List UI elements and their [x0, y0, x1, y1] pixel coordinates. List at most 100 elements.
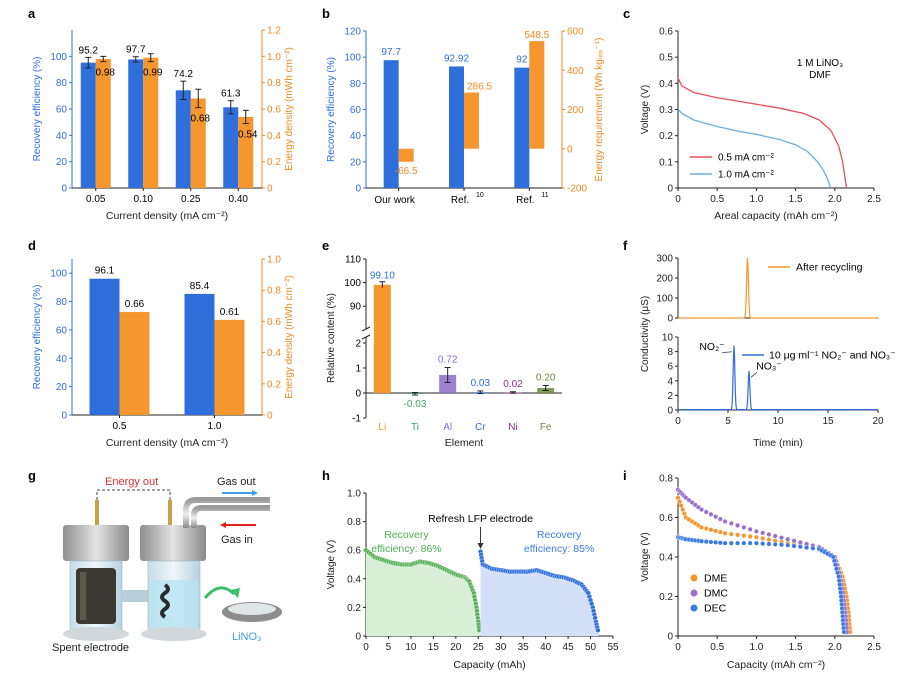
- d-right-tick-label: 0.6: [267, 317, 281, 328]
- a-value-label: 74.2: [174, 69, 194, 80]
- a-value-label: 0.68: [191, 114, 211, 125]
- panel-label-a: a: [28, 6, 36, 21]
- i-point-0: [717, 529, 723, 535]
- b-bar-energy: [464, 92, 479, 149]
- panel-label-d: d: [28, 238, 36, 253]
- i-point-2: [747, 540, 753, 546]
- h-bottom-tick-label: 0: [363, 642, 369, 653]
- i-point-0: [760, 535, 766, 541]
- a-errorbar: [85, 56, 92, 69]
- f-bottom-legend: 10 μg ml⁻¹ NO₂⁻ and NO₃⁻: [769, 350, 896, 362]
- d-right-tick-label: 0.8: [267, 286, 281, 297]
- f-top-trace: [678, 257, 878, 319]
- b-bar-recovery: [383, 60, 399, 188]
- i-point-2: [810, 545, 816, 551]
- b-y2label: Energy requirement (Wh kgₗₑₚ⁻¹): [594, 38, 605, 182]
- e-value-label: 0.02: [503, 379, 523, 390]
- f-bottom-tick-label: 5: [725, 416, 731, 427]
- c-legend-label: 0.5 mA cm⁻²: [718, 153, 775, 164]
- d-y2label: Energy density (mWh cm⁻²): [284, 275, 295, 399]
- e-value-label: -0.03: [404, 399, 427, 410]
- i-point-2: [772, 541, 778, 547]
- f-bottom-tick-label: 20: [872, 416, 884, 427]
- i-point-0: [735, 532, 741, 538]
- i-bottom-tick-label: 2.5: [867, 642, 881, 653]
- i-point-2: [785, 542, 791, 548]
- energy-out-label: Energy out: [105, 476, 158, 488]
- spent-electrode-label: Spent electrode: [52, 642, 129, 654]
- d-value-label: 96.1: [95, 266, 115, 277]
- c-left-tick-label: 0: [667, 184, 673, 195]
- f-top-legend: After recycling: [796, 262, 863, 274]
- i-point-1: [699, 507, 705, 513]
- e-errorbar: [444, 367, 451, 383]
- a-x-tick-label: 0.05: [86, 194, 106, 205]
- left-electrode-stripe: [80, 572, 86, 620]
- a-xlabel: Current density (mA cm⁻²): [106, 210, 228, 222]
- e-tick-label: 0: [355, 389, 361, 400]
- i-ylabel: Voltage (V): [640, 532, 651, 581]
- a-left-tick-label: 0: [61, 184, 67, 195]
- i-bottom-tick-label: 0: [675, 642, 681, 653]
- c-bottom-tick-label: 0.5: [710, 194, 724, 205]
- e-bar: [439, 375, 457, 393]
- e-bar: [373, 318, 391, 393]
- a-x-tick-label: 0.40: [229, 194, 249, 205]
- i-point-2: [766, 541, 772, 547]
- e-tick-label: 2: [355, 339, 361, 350]
- h-bottom-tick-label: 55: [607, 642, 619, 653]
- gas-out-label: Gas out: [217, 476, 256, 488]
- energy-out-bracket: [96, 489, 171, 500]
- h-bottom-tick-label: 15: [428, 642, 440, 653]
- h-bottom-tick-label: 20: [450, 642, 462, 653]
- i-point-1: [713, 514, 719, 520]
- h-left-tick-label: 0.6: [347, 546, 361, 557]
- d-left-tick-label: 100: [50, 269, 67, 280]
- i-point-2: [791, 543, 797, 549]
- i-point-2: [713, 539, 719, 545]
- lino3-powder: [228, 603, 276, 615]
- panel-label-i: i: [623, 468, 627, 483]
- a-bar-energy: [190, 98, 206, 188]
- panel-g-illustration: Energy out Gas out Gas in LiNO₃: [52, 476, 282, 654]
- i-point-1: [722, 518, 728, 524]
- f-top-left-tick-label: 0: [667, 314, 673, 325]
- e-tick-label: -1: [352, 414, 361, 425]
- e-errorbar: [477, 390, 484, 394]
- b-x-tick-label: Ref.: [516, 195, 534, 206]
- i-point-1: [785, 536, 791, 542]
- f-bot-left-tick-label: 4: [667, 376, 673, 387]
- f-bot-left-tick-label: 0: [667, 406, 673, 417]
- d-left-tick-label: 20: [56, 382, 68, 393]
- b-left-tick-label: 0: [355, 184, 361, 195]
- c-xlabel: Areal capacity (mAh cm⁻²): [714, 210, 837, 222]
- i-left-tick-label: 0.4: [659, 553, 673, 564]
- i-point-2: [804, 545, 810, 551]
- a-ylabel: Recovery efficiency (%): [32, 57, 43, 162]
- product-arrow: [203, 586, 236, 599]
- h-series-label: Recovery: [384, 529, 429, 541]
- a-y2label: Energy density (mWh cm⁻²): [284, 47, 295, 171]
- i-left-tick-label: 0.2: [659, 592, 673, 603]
- b-left-tick-label: 100: [344, 53, 361, 64]
- b-left-tick-label: 60: [350, 105, 362, 116]
- i-left-tick-label: 0.6: [659, 513, 673, 524]
- i-point-2: [760, 541, 766, 547]
- f-peak-label: NO₂⁻: [699, 341, 724, 353]
- d-bar-recovery: [184, 293, 215, 415]
- a-value-label: 0.99: [143, 68, 163, 79]
- b-value-label: 92.92: [444, 53, 469, 64]
- d-ylabel: Recovery efficiency (%): [32, 285, 43, 390]
- c-bottom-tick-label: 2.5: [867, 194, 881, 205]
- i-point-2: [717, 540, 723, 546]
- b-right-tick-label: 200: [567, 105, 584, 116]
- e-x-tick-label: Li: [378, 422, 386, 433]
- d-right-tick-label: 0: [267, 411, 273, 422]
- a-right-tick-label: 1.0: [267, 52, 281, 63]
- h-bottom-tick-label: 5: [386, 642, 392, 653]
- e-value-label: 0.72: [438, 355, 458, 366]
- a-bar-energy: [238, 116, 254, 188]
- d-left-tick-label: 0: [61, 411, 67, 422]
- c-left-tick-label: 0.1: [659, 157, 673, 168]
- i-point-0: [699, 524, 705, 530]
